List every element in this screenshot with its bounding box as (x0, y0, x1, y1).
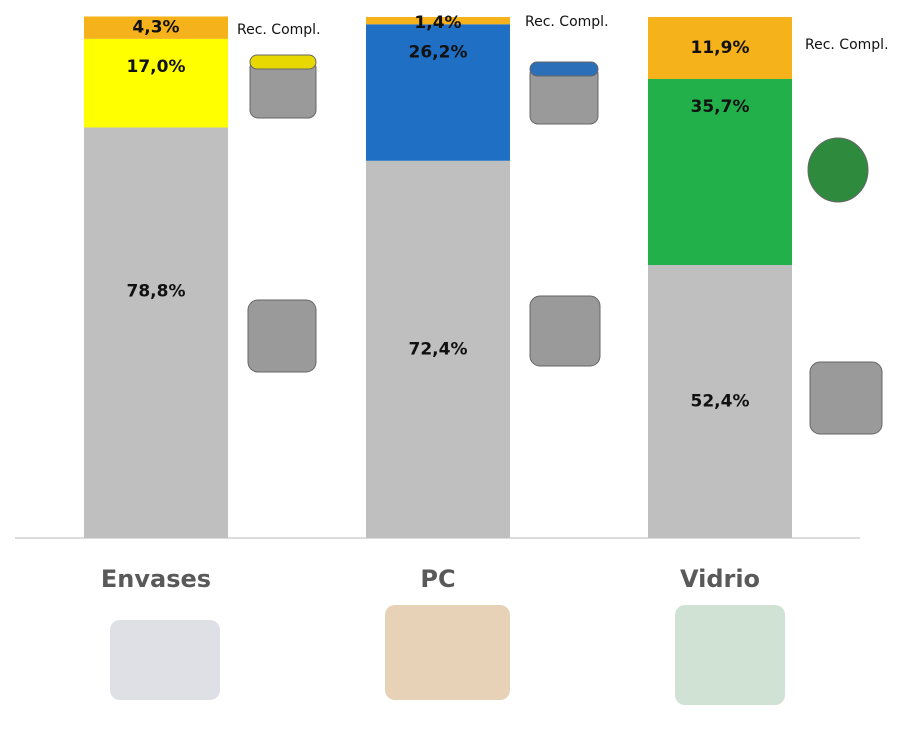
value-label: 78,8% (127, 282, 186, 302)
series-label: Rec. Compl. (805, 37, 889, 53)
value-label: 26,2% (409, 42, 468, 62)
value-label: 72,4% (409, 339, 468, 359)
category-label: PC (420, 565, 455, 593)
category-label: Vidrio (680, 565, 760, 593)
bar-segment (84, 127, 228, 538)
bin-icon (808, 138, 868, 202)
value-label: 35,7% (691, 97, 750, 117)
bar-segment (84, 39, 228, 128)
value-label: 4,3% (132, 18, 179, 38)
series-label: Rec. Compl. (237, 22, 321, 38)
bin-icon (248, 300, 316, 372)
category-label: Envases (101, 565, 211, 593)
product-icon (385, 605, 510, 700)
bin-icon (810, 362, 882, 434)
product-icon (675, 605, 785, 705)
product-icons (110, 605, 785, 705)
value-label: 11,9% (691, 38, 750, 58)
value-label: 17,0% (127, 57, 186, 77)
bin-lid (250, 55, 316, 69)
value-label: 52,4% (691, 391, 750, 411)
value-label: 1,4% (414, 13, 461, 33)
chart: 78,8% 17,0% 4,3% Rec. Compl. Envases 72,4% 26,… (0, 0, 907, 741)
bin-lid (530, 62, 598, 76)
bin-icon (530, 296, 600, 366)
series-label: Rec. Compl. (525, 14, 609, 30)
product-icon (110, 620, 220, 700)
